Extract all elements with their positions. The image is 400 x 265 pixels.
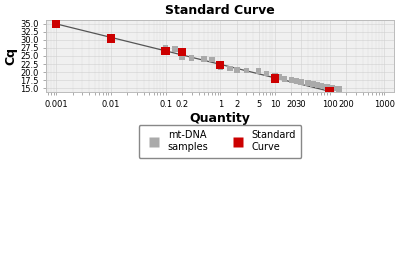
Point: [162, 49, 169, 53]
Point: [272, 74, 278, 78]
Point: [329, 86, 335, 90]
Point: [318, 83, 324, 88]
Point: [326, 86, 333, 90]
Legend: mt-DNA
samples, Standard
Curve: mt-DNA samples, Standard Curve: [138, 125, 302, 158]
Point: [255, 69, 262, 73]
Point: [162, 46, 169, 50]
Point: [310, 82, 316, 86]
Point: [217, 63, 224, 67]
Point: [108, 36, 114, 41]
Point: [209, 58, 215, 62]
Point: [288, 78, 295, 82]
Point: [298, 80, 304, 84]
Point: [243, 68, 250, 73]
Point: [53, 22, 60, 26]
Point: [172, 47, 178, 51]
Point: [294, 79, 300, 83]
Point: [179, 50, 185, 54]
Point: [326, 89, 333, 94]
Point: [263, 71, 270, 76]
Point: [281, 77, 288, 81]
Point: [336, 87, 342, 91]
Point: [179, 55, 185, 59]
Point: [321, 84, 328, 89]
Point: [188, 56, 195, 60]
Point: [227, 67, 233, 71]
Point: [333, 86, 339, 91]
Point: [305, 81, 311, 85]
Point: [217, 65, 224, 70]
Point: [201, 57, 207, 61]
Point: [272, 77, 278, 81]
Point: [324, 85, 330, 89]
Title: Standard Curve: Standard Curve: [165, 4, 275, 17]
X-axis label: Quantity: Quantity: [190, 112, 250, 125]
Point: [314, 83, 321, 87]
Point: [276, 75, 282, 79]
Y-axis label: Cq: Cq: [4, 47, 17, 65]
Point: [234, 68, 240, 72]
